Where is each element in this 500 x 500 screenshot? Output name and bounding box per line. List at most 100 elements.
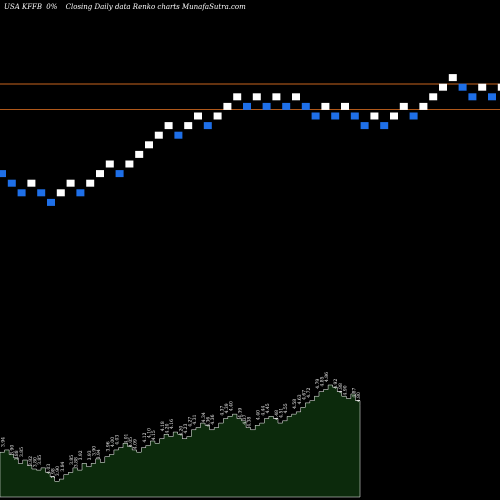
renko-brick-up <box>252 93 261 101</box>
volume-data-label: 3.90 <box>55 466 61 476</box>
renko-brick-down <box>0 170 6 178</box>
volume-data-label: 4.12 <box>142 432 148 442</box>
renko-brick-up <box>497 83 500 91</box>
renko-brick-up <box>370 112 379 120</box>
renko-brick-up <box>135 150 144 158</box>
volume-data-label: 4.80 <box>356 392 362 402</box>
renko-brick-up <box>96 170 104 178</box>
volume-data-label: 4.36 <box>206 417 212 427</box>
renko-brick-down <box>37 189 46 197</box>
renko-brick-up <box>194 112 202 120</box>
renko-brick-up <box>125 160 134 168</box>
renko-brick-up <box>478 83 487 91</box>
volume-data-label: 4.72 <box>306 388 312 398</box>
volume-data-label: 4.03 <box>114 435 120 445</box>
volume-data-label: 4.05 <box>128 437 134 447</box>
volume-data-label: 4.55 <box>283 403 289 413</box>
renko-brick-down <box>262 102 271 110</box>
renko-brick-up <box>66 179 75 187</box>
renko-brick-down <box>174 131 183 139</box>
volume-data-label: 3.80 <box>32 457 38 467</box>
volume-data-label: 4.09 <box>133 439 139 449</box>
renko-brick-up <box>439 83 447 91</box>
volume-data-label: 4.92 <box>333 379 339 389</box>
volume-data-label: 3.84 <box>60 461 66 471</box>
volume-data-label: 3.85 <box>69 455 75 465</box>
volume-data-label: 3.85 <box>19 447 25 457</box>
renko-brick-down <box>282 102 291 110</box>
volume-data-label: 4.37 <box>242 414 248 424</box>
renko-brick-down <box>350 112 359 120</box>
renko-brick-down <box>468 93 477 101</box>
volume-data-label: 4.85 <box>320 376 326 386</box>
volume-area-path <box>0 384 361 498</box>
renko-brick-down <box>458 83 467 91</box>
renko-brick-up <box>164 122 173 130</box>
renko-brick-up <box>27 179 36 187</box>
volume-data-label: 4.87 <box>351 388 357 398</box>
renko-brick-up <box>321 102 330 110</box>
description-text: Closing Daily data Renko charts MunafaSu… <box>66 3 246 11</box>
renko-brick-down <box>7 179 16 187</box>
renko-brick-down <box>203 122 212 130</box>
renko-brick-up <box>419 102 428 110</box>
renko-brick-down <box>380 122 389 130</box>
percent-text: 0% <box>46 3 57 11</box>
renko-brick-down <box>243 102 251 110</box>
chart-header: USA KFFB 0% Closing Daily data Renko cha… <box>4 3 246 11</box>
volume-data-label: 4.44 <box>260 405 266 415</box>
volume-data-label: 4.88 <box>338 383 344 393</box>
volume-data-label: 3.98 <box>51 468 57 478</box>
renko-brick-up <box>105 160 114 168</box>
volume-data-label: 4.40 <box>256 410 262 420</box>
renko-brick-down <box>331 112 340 120</box>
volume-data-label: 4.18 <box>160 421 166 431</box>
volume-data-label: 4.10 <box>146 428 152 438</box>
volume-data-label: 4.15 <box>151 430 157 440</box>
volume-data-label: 4.23 <box>183 423 189 433</box>
volume-data-label: 4.90 <box>342 385 348 395</box>
volume-labels: 3.96 3.943.903.88 3.853.82 3.80 3.854.03 3.98… <box>0 372 362 478</box>
volume-data-label: 4.38 <box>247 417 253 427</box>
symbol-text: USA KFFB <box>4 3 42 11</box>
renko-brick-down <box>360 122 369 130</box>
renko-brick-up <box>448 74 457 82</box>
volume-data-label: 4.37 <box>219 405 225 415</box>
volume-data-label: 4.20 <box>165 423 171 433</box>
volume-data-label: 4.00 <box>110 437 116 447</box>
volume-data-label: 3.90 <box>10 445 16 455</box>
volume-data-label: 4.63 <box>297 394 303 404</box>
volume-data-label: 4.34 <box>201 412 207 422</box>
renko-brick-up <box>292 93 300 101</box>
renko-brick-up <box>223 102 232 110</box>
renko-brick-down <box>76 189 85 197</box>
volume-data-label: 3.85 <box>37 455 43 465</box>
renko-brick-down <box>301 102 310 110</box>
renko-brick-down <box>47 198 55 206</box>
renko-bricks <box>0 74 500 206</box>
volume-data-label: 3.94 <box>1 437 7 447</box>
volume-data-label: 3.96 <box>105 441 111 451</box>
renko-brick-up <box>399 102 408 110</box>
renko-brick-up <box>145 141 153 149</box>
volume-data-label: 4.36 <box>210 414 216 424</box>
volume-data-label: 3.90 <box>92 446 98 456</box>
volume-data-label: 4.16 <box>169 419 175 429</box>
volume-data-label: 4.20 <box>178 426 184 436</box>
volume-data-label: 4.58 <box>292 399 298 409</box>
volume-data-label: 3.82 <box>28 456 34 466</box>
volume-data-label: 3.88 <box>14 450 20 460</box>
volume-area <box>0 384 361 498</box>
volume-data-label: 4.01 <box>124 433 130 443</box>
renko-brick-down <box>488 93 496 101</box>
volume-data-label: 3.94 <box>96 449 102 459</box>
volume-data-label: 4.39 <box>238 408 244 418</box>
renko-brick-up <box>233 93 242 101</box>
volume-data-label: 4.27 <box>187 417 193 427</box>
renko-brick-up <box>56 189 65 197</box>
volume-data-label: 4.51 <box>279 408 285 418</box>
volume-data-label: 4.79 <box>315 379 321 389</box>
